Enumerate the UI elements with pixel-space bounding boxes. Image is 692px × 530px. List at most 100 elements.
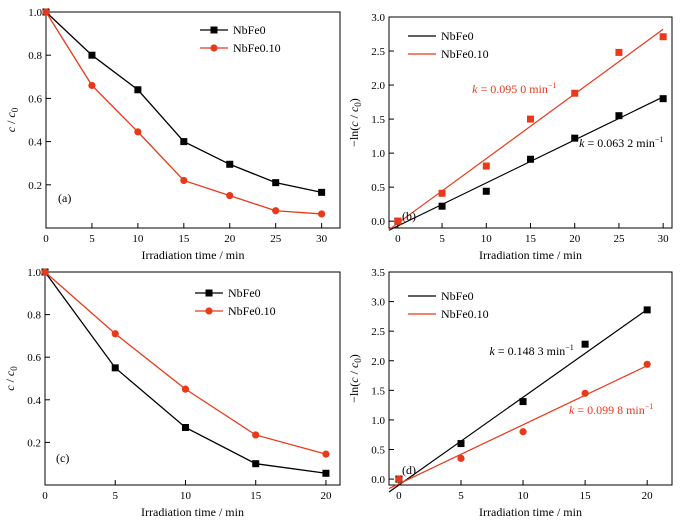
y-label-sep: / xyxy=(347,368,361,377)
data-point xyxy=(643,360,651,368)
y-label-c0: c xyxy=(347,362,361,368)
data-point xyxy=(643,306,651,314)
x-axis-label: Irradiation time / min xyxy=(479,248,582,262)
y-label-sep: / xyxy=(347,112,361,121)
x-tick-label: 20 xyxy=(569,233,581,245)
legend: NbFe0 NbFe0.10 xyxy=(195,286,276,318)
y-label-c0: c xyxy=(4,112,18,118)
x-tick-label: 25 xyxy=(270,233,282,245)
x-tick-label: 20 xyxy=(224,233,236,245)
y-label-subscript: 0 xyxy=(353,358,363,363)
y-label-end: ) xyxy=(347,98,361,102)
data-point xyxy=(272,179,280,187)
annotation-k: k xyxy=(569,403,575,417)
x-tick-label: 0 xyxy=(43,233,49,245)
rate-annotation: k = 0.148 3 min−1 xyxy=(490,343,574,358)
y-tick-label: 0.0 xyxy=(371,474,385,486)
series-line xyxy=(45,11,322,193)
rate-annotation: k = 0.095 0 min−1 xyxy=(472,81,556,96)
annotation-superscript: −1 xyxy=(548,81,557,90)
data-point xyxy=(180,176,188,185)
x-tick-label: 0 xyxy=(42,490,48,502)
data-point xyxy=(134,86,142,94)
x-tick-label: 30 xyxy=(316,233,328,245)
data-point xyxy=(111,364,119,372)
y-label-c: c xyxy=(347,121,361,127)
y-label-end: ) xyxy=(347,354,361,358)
y-tick-label: 2.5 xyxy=(371,46,385,58)
y-tick-label: 1.0 xyxy=(371,148,385,160)
legend-label: NbFe0.10 xyxy=(441,47,489,61)
x-axis-label: Irradiation time / min xyxy=(141,505,244,519)
data-point xyxy=(457,440,465,448)
data-point xyxy=(134,128,142,136)
data-point xyxy=(111,330,119,338)
x-tick-label: 15 xyxy=(525,233,537,245)
data-point xyxy=(519,428,527,436)
x-axis-label: Irradiation time / min xyxy=(142,248,245,262)
y-tick-label: 0.8 xyxy=(27,310,41,322)
annotation-value: = 0.095 0 min xyxy=(477,82,547,96)
y-label-prefix: −ln( xyxy=(347,383,361,403)
x-tick-label: 20 xyxy=(320,490,332,502)
data-point xyxy=(571,134,579,142)
y-axis-label: −ln(c / c0) xyxy=(347,98,363,147)
legend-label: NbFe0 xyxy=(228,286,261,300)
data-point xyxy=(272,207,280,215)
panel-label: (d) xyxy=(402,463,416,477)
y-label-subscript: 0 xyxy=(10,107,20,112)
annotation-value: = 0.148 3 min xyxy=(495,344,565,358)
y-axis-label: c / c0 xyxy=(4,107,20,132)
x-tick-label: 10 xyxy=(518,490,530,502)
y-label-c: c xyxy=(347,377,361,383)
y-axis-label: −ln(c / c0) xyxy=(347,354,363,403)
y-label-sep: / xyxy=(3,376,17,385)
series-NbFe0 xyxy=(388,306,651,493)
x-tick-label: 5 xyxy=(458,490,464,502)
plot-frame xyxy=(388,271,673,486)
y-tick-label: 1.0 xyxy=(27,267,41,279)
y-label-c: c xyxy=(4,126,18,132)
y-tick-label: 3.0 xyxy=(371,297,385,309)
y-tick-label: 0.2 xyxy=(28,180,42,192)
data-point xyxy=(527,115,534,123)
y-tick-label: 3.5 xyxy=(371,267,385,279)
x-tick-label: 0 xyxy=(396,490,402,502)
legend-marker xyxy=(205,289,213,297)
annotation-superscript: −1 xyxy=(565,343,574,352)
legend-label: NbFe0.10 xyxy=(441,307,489,321)
data-point xyxy=(226,160,234,168)
annotation-value: = 0.063 2 min xyxy=(584,136,654,150)
x-tick-label: 25 xyxy=(613,233,625,245)
y-label-prefix: −ln( xyxy=(347,127,361,147)
panel-label: (c) xyxy=(56,451,69,465)
rate-annotation: k = 0.099 8 min−1 xyxy=(569,402,653,417)
data-point xyxy=(457,454,465,462)
plot-frame xyxy=(45,11,341,229)
y-tick-label: 0.4 xyxy=(27,395,41,407)
y-axis-label: c / c0 xyxy=(3,366,19,391)
x-tick-label: 0 xyxy=(395,233,401,245)
y-tick-label: 0.6 xyxy=(28,93,42,105)
data-point xyxy=(88,81,96,90)
chart-panel-c: 0 5 10 15 20 0.2 0.4 0.6 0.8 1.0 Irradiation time … xyxy=(3,267,341,519)
y-tick-label: 0.4 xyxy=(28,137,42,149)
data-point xyxy=(41,268,49,276)
series-NbFe0 xyxy=(42,8,326,196)
fit-line xyxy=(388,365,648,490)
annotation-superscript: −1 xyxy=(655,135,664,144)
data-point xyxy=(571,89,579,97)
x-tick-label: 30 xyxy=(658,233,670,245)
data-point xyxy=(322,450,330,458)
data-point xyxy=(615,48,623,56)
y-label-subscript: 0 xyxy=(353,102,363,107)
y-tick-label: 2.0 xyxy=(371,80,385,92)
x-tick-label: 5 xyxy=(439,233,445,245)
series-NbFe0.10 xyxy=(388,360,651,490)
x-tick-label: 5 xyxy=(112,490,118,502)
data-point xyxy=(318,210,326,218)
data-point xyxy=(180,138,188,146)
y-label-subscript: 0 xyxy=(9,366,19,371)
data-point xyxy=(438,189,446,197)
